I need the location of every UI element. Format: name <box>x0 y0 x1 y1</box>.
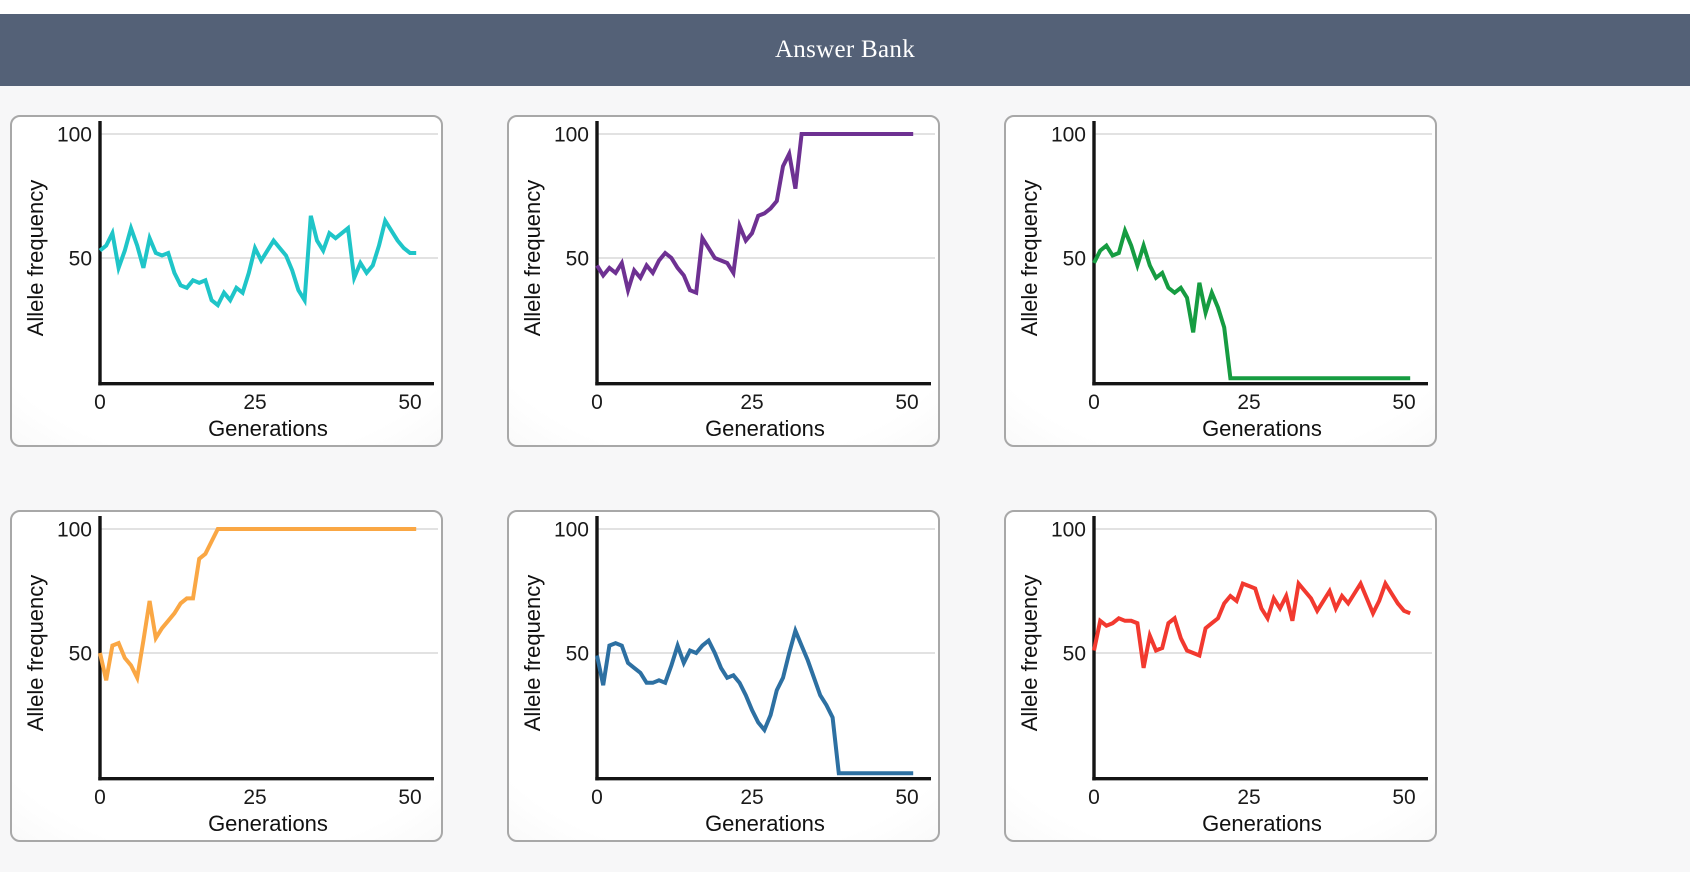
allele-frequency-chart-green-loss-near-generation-21: 50 100 0 25 50 Generations Allele frequency <box>1017 121 1432 441</box>
x-tick-label: 50 <box>398 786 421 809</box>
answer-bank-header: Answer Bank <box>0 14 1690 86</box>
x-axis-title: Generations <box>705 811 825 836</box>
x-tick-label: 50 <box>1392 786 1415 809</box>
allele-frequency-line <box>1092 578 1411 669</box>
answer-tile-orange-fixation[interactable]: 50 100 0 25 50 Generations Allele frequency <box>10 510 443 842</box>
y-axis-title: Allele frequency <box>520 180 545 337</box>
x-axis-title: Generations <box>1202 811 1322 836</box>
x-tick-label: 0 <box>1088 391 1100 414</box>
x-axis-title: Generations <box>208 811 328 836</box>
answer-tile-green-loss[interactable]: 50 100 0 25 50 Generations Allele frequency <box>1004 115 1437 447</box>
y-axis-title: Allele frequency <box>23 180 48 337</box>
y-axis-title: Allele frequency <box>1017 180 1042 337</box>
allele-frequency-chart-teal-drift-fluctuating-around-50: 50 100 0 25 50 Generations Allele frequency <box>23 121 438 441</box>
y-tick-label: 50 <box>566 643 589 666</box>
y-axis-title: Allele frequency <box>1017 575 1042 732</box>
x-axis-title: Generations <box>1202 416 1322 441</box>
allele-frequency-line <box>98 527 417 685</box>
y-tick-label: 50 <box>566 248 589 271</box>
x-tick-label: 50 <box>895 786 918 809</box>
x-tick-label: 0 <box>1088 786 1100 809</box>
x-tick-label: 25 <box>243 786 266 809</box>
allele-frequency-line <box>595 132 914 298</box>
y-axis-title: Allele frequency <box>520 575 545 732</box>
answer-bank-content: 50 100 0 25 50 Generations Allele frequency 50… <box>0 86 1690 872</box>
x-tick-label: 25 <box>740 786 763 809</box>
y-tick-label: 50 <box>69 643 92 666</box>
y-tick-label: 50 <box>69 248 92 271</box>
x-tick-label: 0 <box>591 391 603 414</box>
x-tick-label: 25 <box>740 391 763 414</box>
allele-frequency-line <box>595 624 914 776</box>
answer-tile-purple-fixation[interactable]: 50 100 0 25 50 Generations Allele frequency <box>507 115 940 447</box>
y-tick-label: 50 <box>1063 248 1086 271</box>
answer-tile-blue-loss[interactable]: 50 100 0 25 50 Generations Allele frequency <box>507 510 940 842</box>
allele-frequency-line <box>98 215 417 309</box>
x-tick-label: 50 <box>398 391 421 414</box>
answer-tile-red-drift-rising[interactable]: 50 100 0 25 50 Generations Allele frequency <box>1004 510 1437 842</box>
answer-bank-title: Answer Bank <box>774 36 916 63</box>
allele-frequency-line <box>1092 224 1411 381</box>
y-tick-label: 100 <box>1051 124 1086 147</box>
y-axis-title: Allele frequency <box>23 575 48 732</box>
x-tick-label: 0 <box>94 391 106 414</box>
allele-frequency-chart-red-drift-rising-to-70s: 50 100 0 25 50 Generations Allele frequency <box>1017 516 1432 836</box>
x-axis-title: Generations <box>705 416 825 441</box>
x-tick-label: 0 <box>591 786 603 809</box>
y-tick-label: 100 <box>1051 519 1086 542</box>
y-tick-label: 100 <box>554 519 589 542</box>
y-tick-label: 100 <box>57 124 92 147</box>
allele-frequency-chart-purple-fixation-near-generation-30: 50 100 0 25 50 Generations Allele frequency <box>520 121 935 441</box>
y-tick-label: 100 <box>554 124 589 147</box>
allele-frequency-chart-orange-fixation-near-generation-20: 50 100 0 25 50 Generations Allele frequency <box>23 516 438 836</box>
x-tick-label: 25 <box>1237 391 1260 414</box>
y-tick-label: 50 <box>1063 643 1086 666</box>
x-tick-label: 25 <box>243 391 266 414</box>
x-tick-label: 0 <box>94 786 106 809</box>
x-tick-label: 50 <box>1392 391 1415 414</box>
answer-tile-teal-drift-stable[interactable]: 50 100 0 25 50 Generations Allele frequency <box>10 115 443 447</box>
x-tick-label: 50 <box>895 391 918 414</box>
allele-frequency-chart-blue-loss-near-generation-38: 50 100 0 25 50 Generations Allele frequency <box>520 516 935 836</box>
y-tick-label: 100 <box>57 519 92 542</box>
x-axis-title: Generations <box>208 416 328 441</box>
x-tick-label: 25 <box>1237 786 1260 809</box>
answer-tile-grid: 50 100 0 25 50 Generations Allele frequency 50… <box>0 86 1690 842</box>
